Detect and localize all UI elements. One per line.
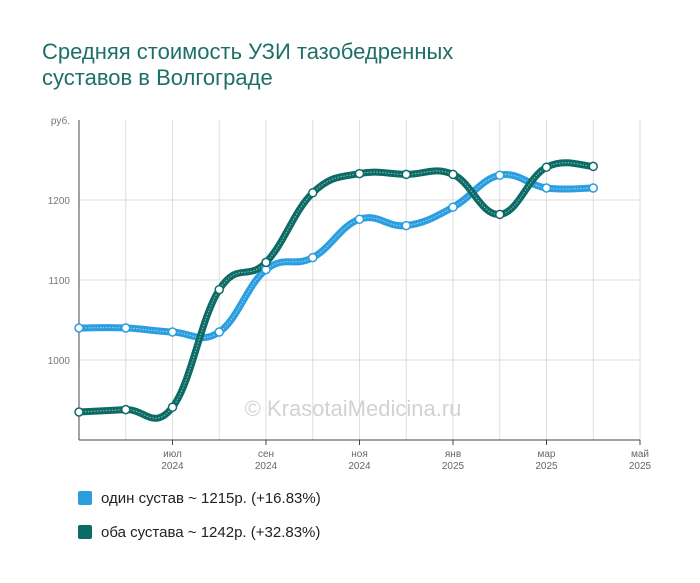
x-tick-month: ноя: [351, 449, 368, 460]
data-point: [121, 404, 131, 415]
axes-labels: 100011001200руб.июл2024сен2024ноя2024янв…: [48, 115, 652, 472]
x-tick-month: мар: [538, 449, 556, 460]
y-tick-label: 1100: [48, 276, 70, 287]
data-point: [354, 168, 365, 179]
x-tick-year: 2025: [629, 461, 652, 472]
chart-title: Средняя стоимость УЗИ тазобедренных суст…: [42, 39, 602, 91]
x-tick-year: 2025: [535, 461, 558, 472]
watermark: © KrasotaiMedicina.ru: [245, 396, 462, 421]
data-point: [261, 257, 271, 268]
data-point: [541, 162, 552, 172]
legend-swatch-one-joint: [78, 491, 92, 505]
chart-grid: [78, 120, 641, 445]
data-point: [401, 169, 411, 180]
legend: один сустав ~ 1215р. (+16.83%) оба суста…: [78, 488, 321, 556]
series-line-1: [75, 159, 597, 422]
y-axis-unit-label: руб.: [51, 115, 70, 127]
legend-label-both-joints: оба сустава ~ 1242р. (+32.83%): [101, 523, 321, 541]
chart-title-line-2: суставов в Волгограде: [42, 65, 273, 90]
series-line-highlight-0: [78, 174, 594, 339]
x-tick-month: сен: [258, 449, 274, 460]
series-points: [74, 161, 598, 417]
data-point: [308, 188, 318, 198]
y-tick-label: 1000: [48, 356, 71, 367]
x-tick-year: 2025: [442, 461, 465, 472]
x-tick-month: май: [631, 449, 649, 460]
x-tick-year: 2024: [161, 461, 184, 472]
x-tick-month: янв: [445, 449, 461, 460]
x-tick-year: 2024: [348, 461, 371, 472]
data-point: [448, 169, 458, 180]
x-tick-year: 2024: [255, 461, 278, 472]
data-point: [588, 183, 598, 193]
legend-swatch-both-joints: [78, 525, 92, 539]
data-point: [448, 202, 458, 212]
legend-label-one-joint: один сустав ~ 1215р. (+16.83%): [101, 489, 321, 507]
x-tick-month: июл: [163, 449, 182, 460]
data-point: [541, 183, 552, 193]
data-point: [588, 161, 598, 172]
data-point: [401, 220, 411, 231]
data-point: [74, 323, 84, 333]
data-point: [308, 252, 318, 263]
data-point: [214, 327, 224, 337]
data-point: [74, 407, 84, 417]
data-point: [214, 284, 224, 295]
legend-item-both-joints[interactable]: оба сустава ~ 1242р. (+32.83%): [78, 522, 321, 542]
data-point: [167, 402, 178, 412]
y-tick-label: 1200: [48, 196, 71, 207]
legend-item-one-joint[interactable]: один сустав ~ 1215р. (+16.83%): [78, 488, 321, 508]
data-point: [354, 214, 365, 224]
data-point: [167, 327, 178, 337]
chart-title-line-1: Средняя стоимость УЗИ тазобедренных: [42, 39, 454, 64]
series-lines: [75, 159, 597, 422]
data-point: [495, 209, 505, 220]
data-point: [495, 170, 505, 180]
data-point: [121, 323, 131, 333]
